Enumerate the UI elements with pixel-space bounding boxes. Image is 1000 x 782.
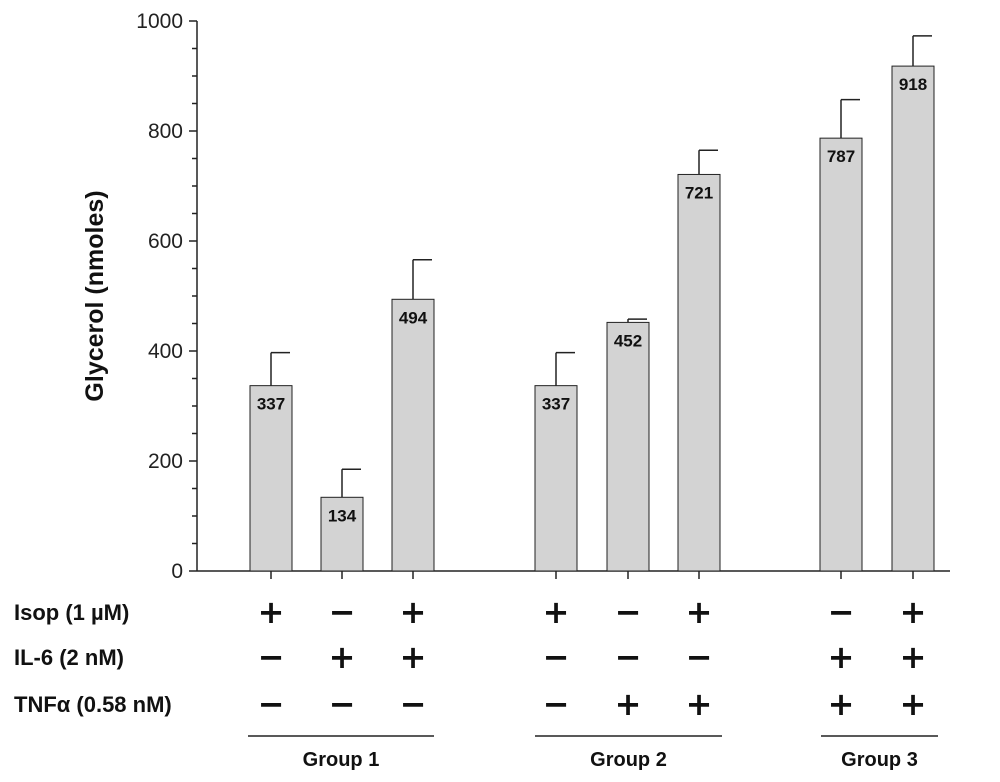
minus-sign: − xyxy=(258,638,285,676)
group-label: Group 1 xyxy=(303,749,380,771)
condition-label: TNFα (0.58 nM) xyxy=(14,692,172,717)
bars: 337 134 494 337 452 721 787 918 xyxy=(249,35,935,579)
bar-value-label: 494 xyxy=(399,308,428,327)
y-tick-label: 1000 xyxy=(136,10,183,33)
bar xyxy=(606,321,650,572)
y-tick-label: 600 xyxy=(148,230,183,253)
minus-sign: − xyxy=(828,593,855,631)
bar xyxy=(249,385,293,572)
minus-sign: − xyxy=(400,685,427,723)
plus-sign: + xyxy=(686,685,713,723)
minus-sign: − xyxy=(543,638,570,676)
bar-value-label: 337 xyxy=(542,395,570,414)
y-tick-label: 400 xyxy=(148,340,183,363)
bar-value-label: 337 xyxy=(257,395,285,414)
bar-value-label: 918 xyxy=(899,75,927,94)
y-tick-label: 800 xyxy=(148,120,183,143)
plus-sign: + xyxy=(543,593,570,631)
bar-value-label: 721 xyxy=(685,183,713,202)
plus-sign: + xyxy=(900,593,927,631)
plus-sign: + xyxy=(828,638,855,676)
plus-sign: + xyxy=(828,685,855,723)
bar-value-label: 787 xyxy=(827,147,855,166)
plus-sign: + xyxy=(258,593,285,631)
minus-sign: − xyxy=(543,685,570,723)
plus-sign: + xyxy=(686,593,713,631)
plus-sign: + xyxy=(900,685,927,723)
bar xyxy=(891,65,935,572)
group-labels: Group 1 Group 2 Group 3 xyxy=(248,735,938,771)
minus-sign: − xyxy=(258,685,285,723)
y-tick-label: 0 xyxy=(171,560,183,583)
condition-label: Isop (1 µM) xyxy=(14,600,129,625)
bar xyxy=(534,385,578,572)
bar-value-label: 134 xyxy=(328,506,357,525)
y-axis-title: Glycerol (nmoles) xyxy=(81,190,109,401)
minus-sign: − xyxy=(686,638,713,676)
plus-sign: + xyxy=(400,638,427,676)
plus-sign: + xyxy=(615,685,642,723)
bar xyxy=(320,496,364,572)
group-label: Group 2 xyxy=(590,749,667,771)
bar xyxy=(391,298,435,572)
plus-sign: + xyxy=(900,638,927,676)
minus-sign: − xyxy=(329,685,356,723)
y-tick-label: 200 xyxy=(148,450,183,473)
condition-table: Isop (1 µM) + − + + − + − + IL-6 (2 nM) − + + − − − + + TN… xyxy=(14,593,926,723)
minus-sign: − xyxy=(615,593,642,631)
group-label: Group 3 xyxy=(841,749,918,771)
minus-sign: − xyxy=(615,638,642,676)
bar-value-label: 452 xyxy=(614,331,642,350)
bar xyxy=(677,173,721,572)
condition-label: IL-6 (2 nM) xyxy=(14,645,124,670)
minus-sign: − xyxy=(329,593,356,631)
plus-sign: + xyxy=(400,593,427,631)
bar xyxy=(819,137,863,572)
plus-sign: + xyxy=(329,638,356,676)
